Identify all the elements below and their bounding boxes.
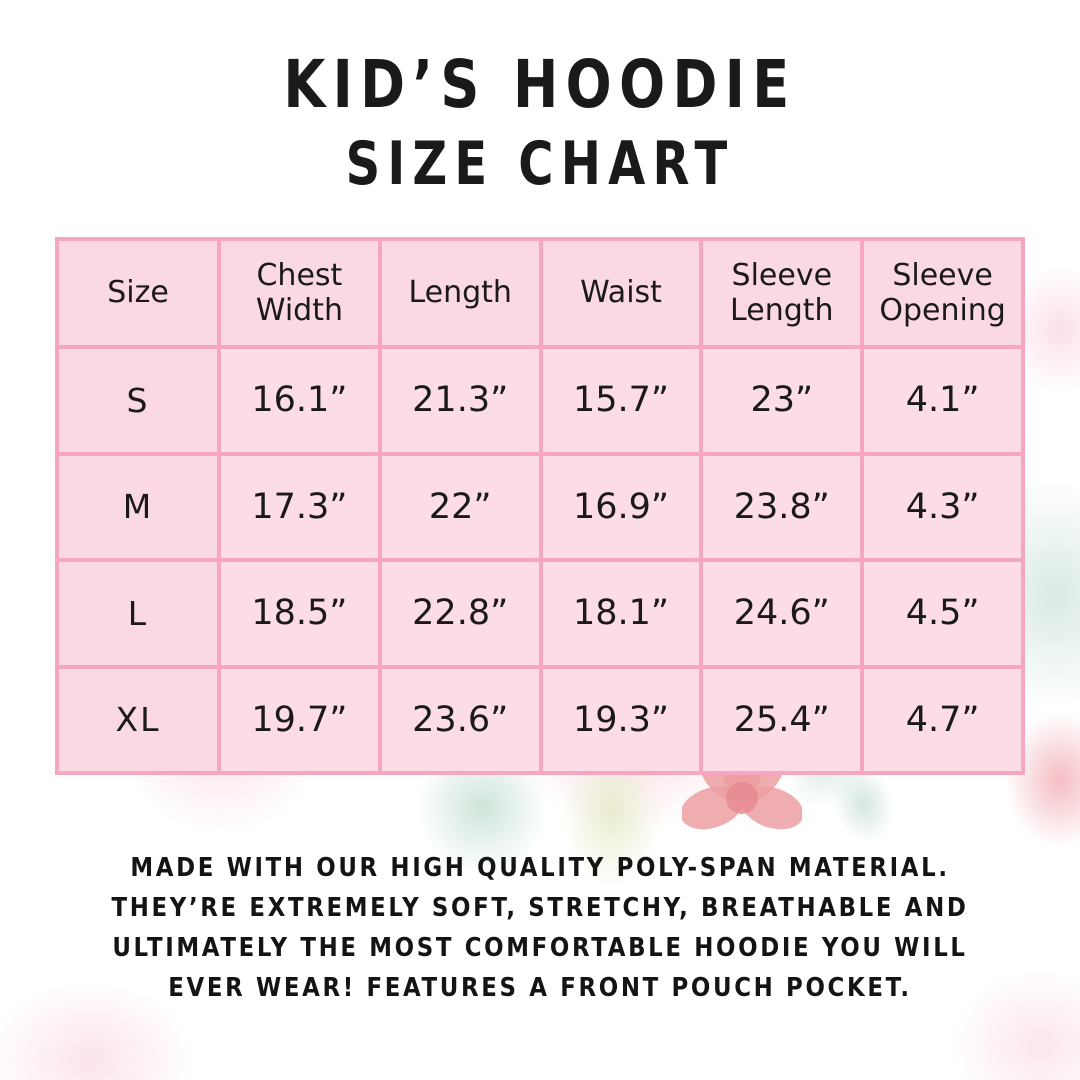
column-header-sleeve-length: Sleeve Length xyxy=(703,241,861,345)
measurement-cell: 4.1” xyxy=(864,349,1021,452)
measurement-cell: 18.1” xyxy=(542,562,700,665)
measurement-cell: 21.3” xyxy=(381,349,539,452)
measurement-cell: 23” xyxy=(703,349,861,452)
column-header-waist: Waist xyxy=(542,241,700,345)
measurement-cell: 17.3” xyxy=(221,455,378,558)
size-chart-table: Size Chest Width Length Waist Sleeve Len… xyxy=(55,237,1025,775)
measurement-cell: 23.8” xyxy=(703,455,861,558)
size-cell: M xyxy=(59,455,217,558)
material-description: MADE WITH OUR HIGH QUALITY POLY-SPAN MAT… xyxy=(0,848,1080,1008)
size-cell: XL xyxy=(59,668,217,771)
measurement-cell: 15.7” xyxy=(542,349,700,452)
description-line: THEY’RE EXTREMELY SOFT, STRETCHY, BREATH… xyxy=(111,893,969,923)
title-line-2: SIZE CHART xyxy=(345,129,735,199)
measurement-cell: 25.4” xyxy=(703,668,861,771)
measurement-cell: 4.3” xyxy=(864,455,1021,558)
measurement-cell: 19.7” xyxy=(221,668,378,771)
measurement-cell: 19.3” xyxy=(542,668,700,771)
measurement-cell: 16.1” xyxy=(221,349,378,452)
description-line: EVER WEAR! FEATURES A FRONT POUCH POCKET… xyxy=(168,973,912,1003)
measurement-cell: 22.8” xyxy=(381,562,539,665)
size-cell: S xyxy=(59,349,217,452)
measurement-cell: 4.7” xyxy=(864,668,1021,771)
column-header-chest-width: Chest Width xyxy=(221,241,378,345)
measurement-cell: 4.5” xyxy=(864,562,1021,665)
measurement-cell: 16.9” xyxy=(542,455,700,558)
column-header-length: Length xyxy=(381,241,539,345)
description-line: ULTIMATELY THE MOST COMFORTABLE HOODIE Y… xyxy=(112,933,968,963)
title-line-1: KID’S HOODIE xyxy=(283,46,797,123)
column-header-sleeve-opening: Sleeve Opening xyxy=(864,241,1021,345)
measurement-cell: 22” xyxy=(381,455,539,558)
measurement-cell: 18.5” xyxy=(221,562,378,665)
description-line: MADE WITH OUR HIGH QUALITY POLY-SPAN MAT… xyxy=(130,853,950,883)
measurement-cell: 23.6” xyxy=(381,668,539,771)
page-title: KID’S HOODIE SIZE CHART xyxy=(0,46,1080,199)
measurement-cell: 24.6” xyxy=(703,562,861,665)
size-cell: L xyxy=(59,562,217,665)
column-header-size: Size xyxy=(59,241,217,345)
